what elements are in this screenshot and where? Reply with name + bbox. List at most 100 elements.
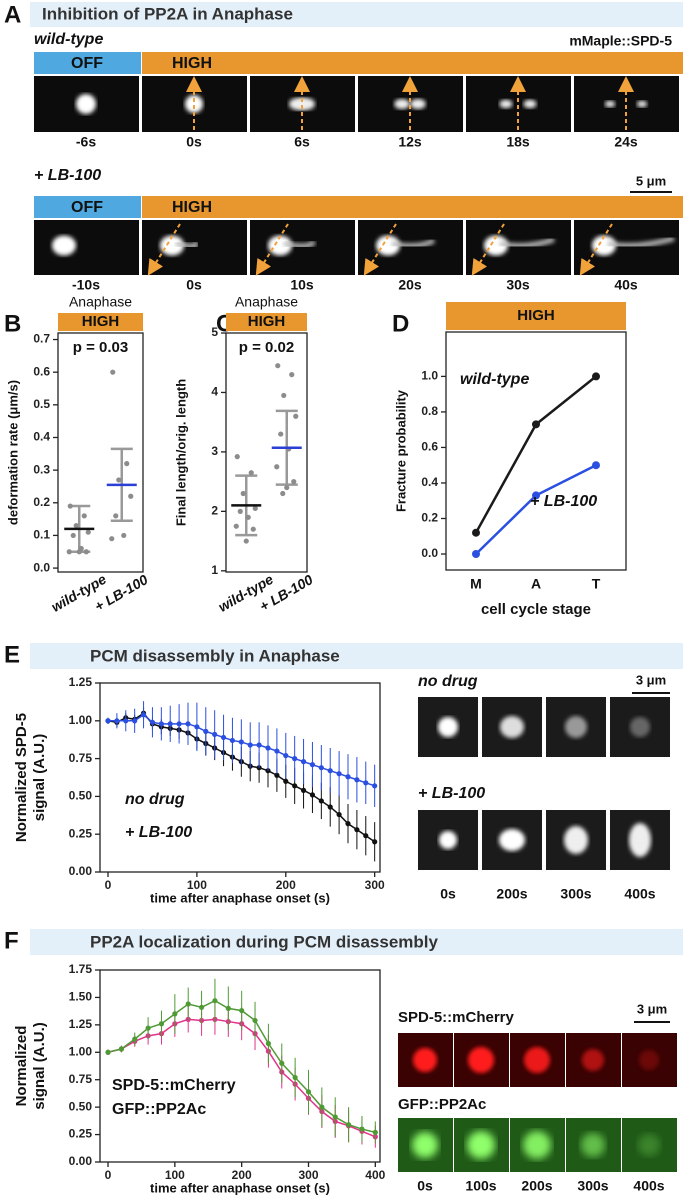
- force-arrow: [579, 223, 613, 276]
- pcm-blob: [484, 235, 508, 256]
- data-point: [76, 549, 82, 555]
- data-point: [252, 1017, 258, 1024]
- data-point: [132, 1036, 138, 1042]
- condition-label: HIGH: [82, 313, 120, 330]
- time-label: 200s: [521, 1178, 552, 1194]
- data-point: [238, 739, 244, 745]
- y-tick-label: 4: [211, 385, 218, 399]
- force-arrow: [255, 223, 289, 276]
- force-arrow: [363, 223, 397, 276]
- condition-header: Anaphase: [235, 294, 298, 310]
- pcm-blob: [564, 826, 588, 854]
- title-bar: [30, 929, 683, 955]
- pcm-blob: [376, 235, 400, 256]
- pcm-tail: [607, 236, 675, 249]
- data-point: [345, 821, 351, 827]
- data-point: [327, 768, 333, 774]
- y-tick-label: 1.50: [69, 990, 93, 1004]
- data-point: [243, 538, 249, 544]
- row-label: + LB-100: [34, 167, 101, 184]
- panel-title: PP2A localization during PCM disassembly: [90, 932, 438, 951]
- y-tick-label: 0.00: [69, 864, 93, 878]
- pcm-blob: [439, 831, 457, 849]
- data-point: [300, 759, 307, 765]
- y-tick-label: 3: [211, 444, 218, 458]
- off-bar: [34, 52, 141, 74]
- y-tick-label: 0.8: [421, 404, 438, 418]
- data-point: [345, 774, 351, 780]
- data-point: [281, 392, 287, 399]
- data-point: [372, 783, 378, 789]
- data-point: [185, 1001, 191, 1007]
- pcm-blob: [524, 1047, 550, 1073]
- data-point: [203, 728, 209, 734]
- data-point: [67, 503, 73, 509]
- y-tick-label: 5: [211, 325, 218, 339]
- y-axis-label: deformation rate (μm/s): [5, 380, 20, 525]
- data-point: [83, 549, 89, 555]
- data-point: [318, 765, 324, 771]
- data-point: [279, 1060, 285, 1066]
- row-label: GFP::PP2Ac: [398, 1096, 486, 1113]
- series-label: + LB-100: [530, 493, 597, 510]
- y-tick-label: 1.25: [69, 1017, 93, 1031]
- x-tick-label: 300: [365, 878, 385, 892]
- y-tick-label: 0.0: [33, 560, 50, 574]
- pcm-blob: [639, 1050, 659, 1070]
- y-axis-label: signal (A.U.): [31, 1022, 48, 1110]
- x-tick-label: A: [531, 576, 541, 592]
- data-point: [327, 804, 333, 810]
- y-tick-label: 0.75: [69, 751, 93, 765]
- time-label: -10s: [72, 277, 100, 293]
- data-point: [309, 762, 316, 768]
- y-tick-label: 0.3: [33, 462, 50, 476]
- pcm-blob: [438, 717, 458, 737]
- panel-letter: B: [4, 310, 21, 337]
- scale-label: 5 μm: [636, 173, 666, 188]
- time-label: 300s: [560, 886, 591, 902]
- force-arrow: [147, 223, 181, 276]
- pcm-tail: [499, 237, 555, 249]
- pcm-blob: [630, 717, 650, 737]
- title-bar: [30, 643, 683, 669]
- force-arrow: [471, 223, 505, 276]
- row-label: no drug: [418, 673, 478, 690]
- data-point: [318, 798, 324, 804]
- pcm-blob: [582, 1049, 604, 1071]
- x-axis-label: time after anaphase onset (s): [150, 890, 330, 905]
- x-axis-label: cell cycle stage: [481, 601, 591, 618]
- y-tick-label: 1.00: [69, 1044, 93, 1058]
- panel-letter: A: [4, 1, 21, 28]
- annotation: p = 0.02: [239, 339, 294, 356]
- data-point: [336, 811, 342, 818]
- data-point: [305, 1089, 312, 1095]
- time-label: 10s: [290, 277, 314, 293]
- y-tick-label: 0.6: [421, 440, 438, 454]
- row-label: SPD-5::mCherry: [398, 1009, 515, 1026]
- data-point: [194, 724, 200, 730]
- data-point: [225, 1005, 231, 1012]
- data-point: [292, 783, 298, 789]
- data-point: [158, 721, 164, 727]
- data-point: [247, 742, 253, 748]
- data-point: [239, 1007, 245, 1014]
- data-point: [309, 792, 316, 798]
- y-tick-label: 1.75: [69, 962, 93, 976]
- row-label: wild-type: [34, 31, 103, 48]
- pcm-blob: [523, 1131, 551, 1159]
- data-point: [280, 490, 286, 497]
- panel-title: PCM disassembly in Anaphase: [90, 646, 340, 665]
- pcm-blob: [467, 1131, 495, 1159]
- data-point: [292, 756, 298, 762]
- data-point: [274, 772, 280, 778]
- plot-frame: [57, 332, 144, 573]
- data-point: [158, 1021, 165, 1027]
- time-label: 18s: [506, 134, 530, 150]
- y-axis-label: signal (A.U.): [31, 734, 48, 822]
- panel-letter: F: [4, 927, 19, 954]
- off-label: OFF: [71, 55, 103, 72]
- pcm-blob: [604, 100, 616, 108]
- row-label: + LB-100: [418, 785, 485, 802]
- time-label: 100s: [465, 1178, 496, 1194]
